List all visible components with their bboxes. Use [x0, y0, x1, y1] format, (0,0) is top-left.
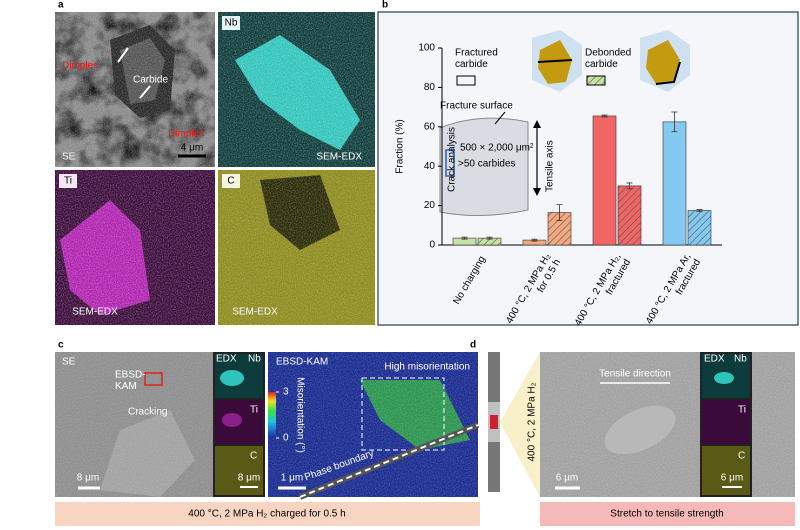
annotation: High misorientation	[384, 362, 470, 373]
legend-label: Debonded carbide	[585, 47, 631, 70]
caption: 400 °C, 2 MPa H₂ charged for 0.5 h	[188, 509, 345, 520]
annotation: EBSD-KAM	[115, 369, 146, 392]
scale-bar-label: 6 μm	[556, 473, 578, 484]
error-bar	[461, 236, 468, 240]
annotation: Dimples	[62, 61, 98, 72]
image-label: EBSD-KAM	[276, 357, 328, 368]
annotation: Fracture surface	[440, 101, 513, 112]
annotation: 500 × 2,000 μm²	[460, 143, 534, 154]
legend-swatch	[456, 75, 476, 86]
image-label: SE	[62, 152, 76, 163]
bar	[592, 115, 617, 246]
panel-label: b	[382, 0, 388, 11]
image-caption: SEM-EDX	[72, 307, 118, 318]
image-label: SE	[62, 357, 76, 368]
colorbar-tick-label: 3	[283, 387, 289, 398]
colorbar-tick-label: 0	[283, 433, 289, 444]
scale-bar-label: 4 μm	[181, 143, 203, 154]
y-tick-label: 80	[424, 82, 436, 93]
y-tick-label: 40	[424, 161, 436, 172]
y-axis-label: Fraction (%)	[395, 119, 406, 173]
error-bar	[626, 182, 633, 190]
scale-bar-label: 8 μm	[77, 473, 99, 484]
y-tick-label: 100	[418, 43, 435, 54]
edx-title: EDX	[216, 354, 237, 365]
panel-c-d-images	[55, 352, 795, 526]
image-caption: SEM-EDX	[316, 152, 362, 163]
scale-bar-label: 1 μm	[281, 473, 303, 484]
annotation: >50 carbides	[458, 159, 516, 170]
element-label: Ti	[64, 176, 72, 187]
element-label: Ti	[250, 405, 258, 416]
annotation: Tensile axis	[545, 140, 556, 192]
annotation: Tensile direction	[599, 369, 671, 380]
scale-bar-label: 8 μm	[238, 473, 260, 484]
element-label: Nb	[225, 18, 238, 29]
element-label: C	[250, 451, 257, 462]
element-label: C	[227, 176, 234, 187]
image-caption: SEM-EDX	[232, 307, 278, 318]
panel-label: d	[470, 340, 476, 351]
bar	[662, 121, 687, 246]
element-label: Ti	[738, 405, 746, 416]
edx-title: EDX	[704, 354, 725, 365]
error-bar	[531, 238, 538, 242]
y-tick-label: 0	[429, 240, 435, 251]
error-bar	[601, 114, 608, 118]
panel-label: c	[58, 340, 64, 351]
colorbar-label: Misorientation (°)	[294, 377, 305, 453]
annotation: Crack analysis	[447, 127, 458, 192]
scale-bar-label: 6 μm	[721, 473, 743, 484]
caption: Stretch to tensile strength	[610, 509, 723, 520]
error-bar	[671, 111, 678, 133]
error-bar	[696, 209, 703, 212]
annotation: Dimples	[168, 129, 204, 140]
error-bar	[556, 204, 563, 221]
y-tick-label: 20	[424, 200, 436, 211]
panel-label: a	[58, 0, 64, 11]
panel-a-images	[55, 12, 375, 325]
annotation: Cracking	[128, 407, 167, 418]
bar	[617, 185, 642, 246]
element-label: Nb	[248, 354, 261, 365]
error-bar	[486, 236, 493, 240]
chart-insets	[439, 30, 690, 217]
legend-swatch	[586, 75, 606, 86]
element-label: C	[738, 451, 745, 462]
bar	[687, 210, 712, 246]
legend-label: Fractured carbide	[455, 47, 498, 70]
condition-label: 400 °C, 2 MPa H₂	[527, 382, 538, 461]
annotation: Carbide	[133, 75, 168, 86]
element-label: Nb	[734, 354, 747, 365]
y-tick-label: 60	[424, 121, 436, 132]
